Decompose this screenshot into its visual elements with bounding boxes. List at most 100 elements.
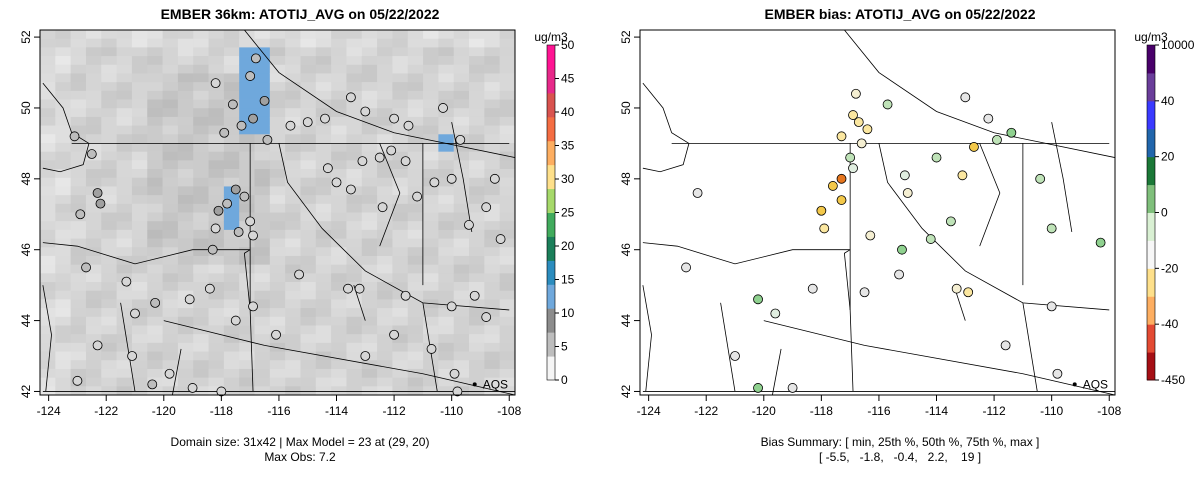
heatmap-cell bbox=[269, 177, 286, 187]
heatmap-cell bbox=[331, 116, 347, 126]
heatmap-cell bbox=[40, 116, 56, 126]
heatmap-cell bbox=[177, 38, 194, 48]
heatmap-cell bbox=[239, 108, 255, 118]
heatmap-cell bbox=[346, 203, 363, 213]
right-footer-summary-label: Bias Summary: [ min, 25th %, 50th %, 75t… bbox=[760, 435, 1040, 449]
heatmap-cell bbox=[407, 30, 424, 40]
heatmap-cell bbox=[392, 273, 409, 283]
heatmap-cell bbox=[361, 368, 378, 379]
heatmap-cell bbox=[346, 229, 363, 239]
heatmap-cell bbox=[499, 203, 516, 213]
heatmap-cell bbox=[423, 334, 439, 344]
observation-site bbox=[331, 177, 342, 188]
heatmap-cell bbox=[208, 151, 225, 161]
heatmap-cell bbox=[85, 108, 102, 118]
heatmap-cell bbox=[499, 247, 516, 257]
heatmap-cell bbox=[208, 64, 225, 74]
heatmap-cell bbox=[40, 221, 56, 231]
left-y-tick-label: 48 bbox=[19, 172, 33, 186]
heatmap-cell bbox=[377, 264, 393, 274]
bias-point bbox=[925, 234, 936, 244]
heatmap-cell bbox=[392, 30, 409, 40]
heatmap-cell bbox=[331, 264, 347, 274]
heatmap-cell bbox=[254, 325, 271, 335]
heatmap-cell bbox=[469, 386, 485, 396]
bias-point bbox=[1052, 368, 1063, 379]
heatmap-cell bbox=[499, 90, 516, 100]
heatmap-cell bbox=[208, 368, 225, 379]
observation-site bbox=[403, 120, 414, 131]
observation-site bbox=[233, 227, 244, 237]
observation-site bbox=[222, 198, 233, 209]
heatmap-cell bbox=[423, 160, 439, 170]
heatmap-cell bbox=[484, 142, 501, 153]
heatmap-cell bbox=[239, 30, 255, 40]
heatmap-cell bbox=[101, 299, 118, 309]
heatmap-cell bbox=[315, 99, 332, 109]
heatmap-cell bbox=[239, 134, 255, 144]
right-colorbar-segment bbox=[1147, 324, 1155, 353]
heatmap-cell bbox=[285, 334, 301, 344]
heatmap-cell bbox=[162, 90, 179, 100]
heatmap-cell bbox=[285, 125, 301, 135]
heatmap-cell bbox=[208, 90, 225, 100]
heatmap-cell bbox=[499, 308, 516, 318]
observation-site bbox=[389, 113, 399, 124]
heatmap-cell bbox=[392, 195, 409, 205]
heatmap-cell bbox=[85, 386, 102, 396]
heatmap-cell bbox=[70, 360, 87, 370]
heatmap-cell bbox=[423, 368, 439, 379]
heatmap-cell bbox=[423, 99, 439, 109]
heatmap-cell bbox=[239, 299, 255, 309]
heatmap-cell bbox=[423, 360, 439, 370]
right-y-tick-label: 52 bbox=[619, 30, 633, 44]
heatmap-cell bbox=[331, 282, 347, 292]
right-boundary-line bbox=[843, 143, 854, 392]
right-chart-svg: AQS -124 -122 -120 -118 -116 -114 -112 -110 -108 4… bbox=[619, 29, 1195, 418]
heatmap-cell bbox=[469, 360, 485, 370]
heatmap-cell bbox=[285, 99, 301, 109]
heatmap-cell bbox=[361, 160, 378, 170]
heatmap-cell bbox=[101, 360, 118, 370]
heatmap-cell bbox=[177, 142, 194, 153]
heatmap-cell bbox=[346, 316, 363, 326]
heatmap-cell bbox=[453, 212, 470, 222]
heatmap-cell bbox=[346, 125, 363, 135]
heatmap-cell bbox=[269, 73, 286, 83]
observation-site bbox=[213, 205, 224, 216]
heatmap-cell bbox=[407, 325, 424, 335]
right-colorbar-segment bbox=[1147, 240, 1155, 269]
heatmap-cell bbox=[300, 195, 317, 205]
heatmap-cell bbox=[407, 264, 424, 274]
heatmap-cell bbox=[315, 90, 332, 100]
heatmap-cell bbox=[315, 212, 332, 222]
right-colorbar-tick-label: -450 bbox=[1161, 373, 1185, 387]
heatmap-cell bbox=[377, 238, 393, 248]
left-footer-maxobs: Max Obs: 7.2 bbox=[264, 450, 336, 464]
heatmap-cell bbox=[131, 82, 148, 92]
heatmap-cell bbox=[269, 195, 286, 205]
heatmap-cell bbox=[377, 56, 393, 66]
heatmap-cell bbox=[377, 351, 393, 361]
heatmap-cell bbox=[177, 255, 194, 266]
heatmap-cell bbox=[377, 38, 393, 48]
heatmap-cell bbox=[193, 82, 209, 92]
heatmap-cell bbox=[116, 195, 133, 205]
heatmap-cell bbox=[239, 151, 255, 161]
heatmap-cell bbox=[40, 273, 56, 283]
bias-point bbox=[836, 131, 847, 142]
heatmap-cell bbox=[346, 151, 363, 161]
heatmap-cell bbox=[346, 160, 363, 170]
heatmap-cell bbox=[223, 47, 240, 57]
heatmap-cell bbox=[438, 368, 455, 379]
heatmap-cell bbox=[193, 342, 209, 352]
bias-point bbox=[851, 88, 861, 99]
heatmap-cell bbox=[407, 56, 424, 66]
right-x-tick-label: -118 bbox=[810, 404, 833, 418]
heatmap-cell bbox=[55, 47, 72, 57]
heatmap-cell bbox=[315, 30, 332, 40]
heatmap-cell bbox=[300, 238, 317, 248]
heatmap-cell bbox=[116, 386, 133, 396]
heatmap-cell bbox=[116, 342, 133, 352]
heatmap-cell bbox=[331, 247, 347, 257]
